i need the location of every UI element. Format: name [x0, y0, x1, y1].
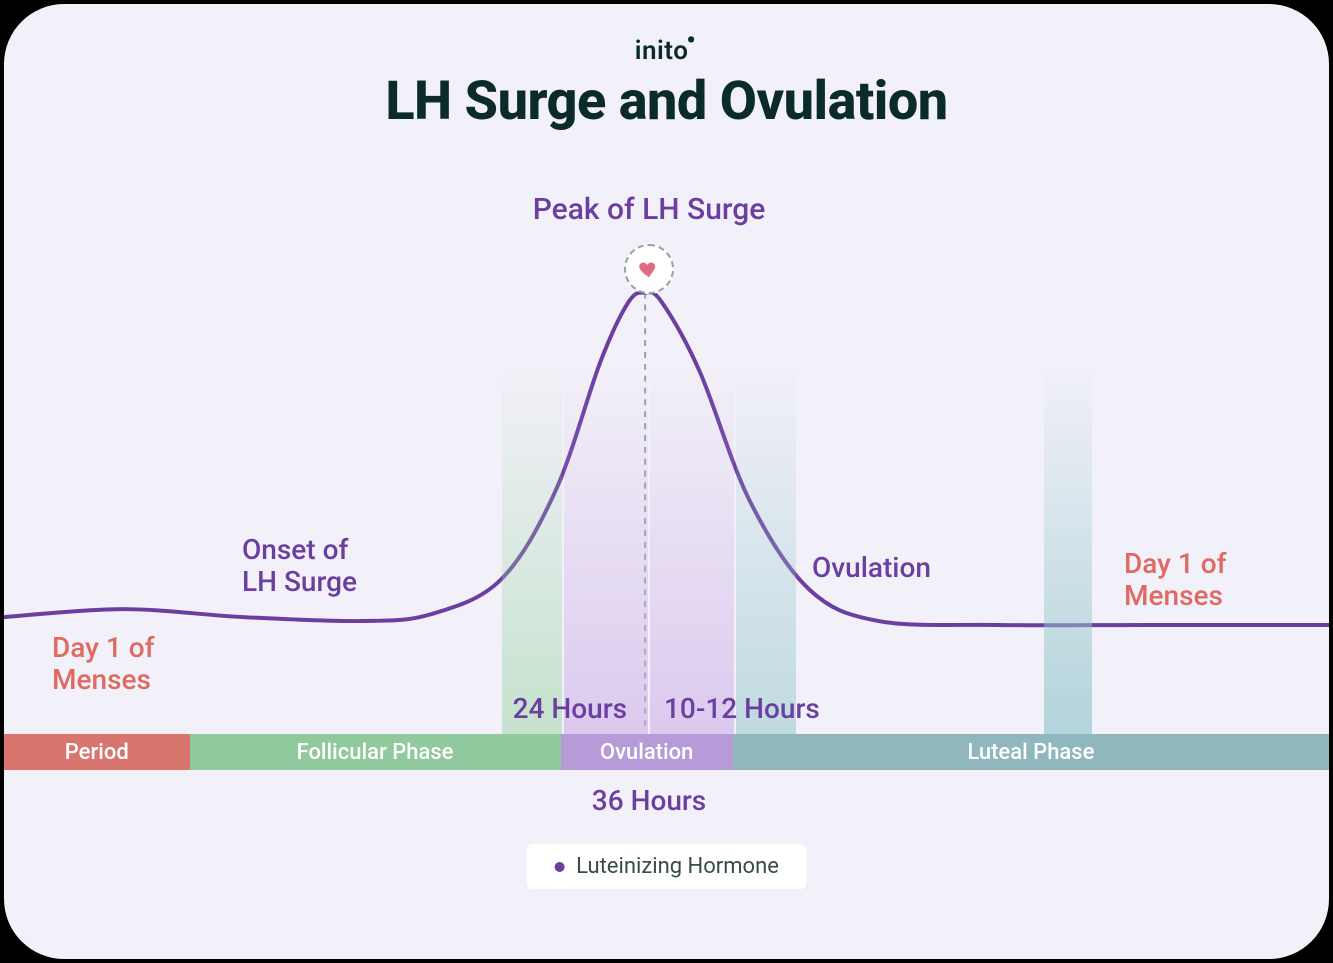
phase-segment: Period — [4, 734, 190, 770]
brand-text: inito — [635, 36, 689, 66]
legend: Luteinizing Hormone — [526, 844, 807, 889]
day1-right-label: Day 1 of Menses — [1124, 548, 1226, 612]
heart-icon — [638, 258, 660, 280]
ovulation-label: Ovulation — [812, 552, 931, 584]
hours-1012-label: 10-12 Hours — [664, 692, 820, 725]
peak-label: Peak of LH Surge — [533, 192, 766, 227]
legend-label: Luteinizing Hormone — [576, 854, 779, 879]
day1-left-label: Day 1 of Menses — [52, 632, 154, 696]
onset-line2: LH Surge — [242, 565, 357, 598]
phase-segment: Follicular Phase — [190, 734, 561, 770]
day1-right-line1: Day 1 of — [1124, 547, 1226, 580]
page-title: LH Surge and Ovulation — [385, 70, 947, 133]
phase-segment: Luteal Phase — [733, 734, 1329, 770]
hours-36-label: 36 Hours — [592, 784, 706, 817]
day1-left-line2: Menses — [52, 663, 151, 696]
brand-logo: inito• — [635, 36, 699, 66]
day1-right-line2: Menses — [1124, 579, 1223, 612]
legend-swatch — [554, 862, 564, 872]
onset-label: Onset of LH Surge — [242, 534, 357, 598]
onset-line1: Onset of — [242, 533, 348, 566]
phase-bar: PeriodFollicular PhaseOvulationLuteal Ph… — [4, 734, 1329, 770]
peak-heart-badge — [624, 244, 674, 294]
phase-segment: Ovulation — [561, 734, 733, 770]
brand-dot: • — [686, 26, 696, 56]
infographic-card: inito• LH Surge and Ovulation Peak of LH… — [4, 4, 1329, 959]
chart-area: Peak of LH Surge Onset of LH Surge Ovula… — [4, 164, 1329, 899]
day1-left-line1: Day 1 of — [52, 631, 154, 664]
hours-24-label: 24 Hours — [513, 692, 627, 725]
